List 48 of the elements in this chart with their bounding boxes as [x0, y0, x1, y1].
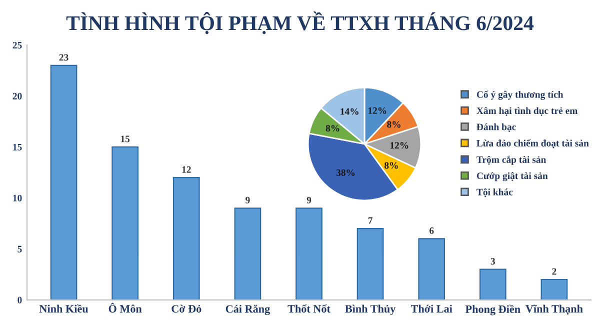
data-label: 12% — [390, 142, 408, 149]
bar — [50, 64, 78, 300]
x-tick-label: Cờ Đỏ — [172, 304, 202, 313]
y-tick-label: 15 — [13, 144, 22, 150]
legend-label: Xâm hại tình dục trẻ em — [476, 107, 578, 116]
bar — [296, 208, 322, 300]
x-tick-label: Ninh Kiều — [39, 304, 88, 313]
y-tick-label: 20 — [12, 92, 22, 100]
x-tick-label: Cái Răng — [226, 304, 270, 316]
bar — [540, 278, 568, 300]
data-label: 3 — [490, 258, 496, 265]
y-tick-label: 10 — [13, 194, 22, 202]
bar — [418, 238, 446, 300]
chart-title: TÌNH HÌNH TỘI PHẠM VỀ TTXH THÁNG 6/2024 — [66, 12, 534, 34]
data-label: 15 — [121, 136, 130, 142]
bar — [172, 176, 200, 300]
data-label: 14% — [340, 108, 358, 115]
y-tick-label: 5 — [18, 246, 22, 252]
bar — [234, 208, 262, 300]
y-tick-label: 25 — [12, 42, 22, 48]
data-label: 2 — [552, 268, 556, 275]
legend-label: Cướp giật tài sản — [476, 172, 548, 182]
data-label: 9 — [306, 196, 312, 204]
bar — [356, 228, 384, 300]
data-label: 8% — [384, 162, 398, 169]
data-label: 23 — [59, 54, 68, 61]
legend-label: Đánh bạc — [476, 123, 516, 132]
legend-label: Cố ý gây thương tích — [476, 90, 564, 100]
bar — [112, 146, 139, 300]
data-label: 8% — [387, 121, 400, 128]
data-label: 12 — [182, 166, 191, 173]
x-tick-label: Ô Môn — [108, 302, 142, 313]
x-tick-label: Phong Điền — [465, 304, 520, 316]
x-tick-label: Bình Thủy — [345, 304, 396, 315]
legend-label: Lừa đảo chiếm đoạt tài sản — [476, 139, 589, 148]
data-label: 8% — [326, 124, 340, 132]
data-label: 12% — [368, 107, 386, 114]
data-label: 9 — [246, 196, 250, 204]
bar — [479, 268, 506, 300]
data-label: 6 — [430, 227, 434, 234]
x-tick-label: Vĩnh Thạnh — [526, 304, 583, 315]
legend-label: Tội khác — [476, 188, 513, 198]
data-label: 38% — [336, 169, 355, 176]
y-tick-label: 0 — [18, 296, 22, 304]
data-label: 7 — [368, 217, 372, 224]
x-tick-label: Thới Lai — [410, 304, 452, 313]
legend-label: Trộm cắp tài sản — [476, 156, 546, 165]
x-tick-label: Thốt Nốt — [288, 304, 330, 313]
